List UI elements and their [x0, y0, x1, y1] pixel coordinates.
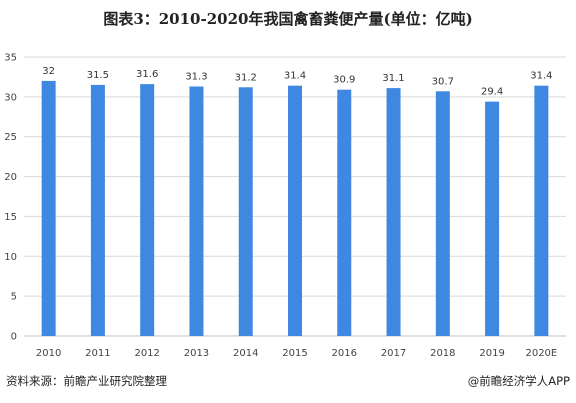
data-label: 31.3	[185, 71, 207, 82]
data-label: 31.5	[87, 70, 109, 81]
y-tick-label: 5	[11, 292, 17, 303]
x-tick-label: 2018	[430, 348, 455, 359]
x-tick-label: 2020E	[525, 348, 557, 359]
x-tick-label: 2017	[381, 348, 406, 359]
source-note: 资料来源：前瞻产业研究院整理	[6, 374, 167, 388]
y-tick-label: 0	[11, 332, 17, 343]
y-tick-label: 10	[4, 252, 17, 263]
y-tick-label: 25	[4, 132, 17, 143]
x-tick-label: 2016	[332, 348, 357, 359]
x-tick-label: 2019	[479, 348, 504, 359]
bar	[534, 85, 549, 336]
x-tick-label: 2012	[134, 348, 159, 359]
x-tick-label: 2015	[282, 348, 307, 359]
bar	[140, 84, 155, 336]
chart-title: 图表3：2010-2020年我国禽畜粪便产量(单位：亿吨)	[103, 10, 473, 28]
y-tick-label: 35	[4, 53, 17, 64]
data-label: 32	[42, 66, 55, 77]
bar	[485, 101, 500, 336]
bar	[189, 86, 204, 336]
x-tick-label: 2014	[233, 348, 258, 359]
x-tick-label: 2010	[36, 348, 61, 359]
data-label: 31.1	[382, 73, 404, 84]
data-label: 31.4	[284, 71, 306, 82]
credit-note: @前瞻经济学人APP	[467, 374, 570, 388]
data-label: 31.6	[136, 69, 158, 80]
data-label: 30.7	[432, 76, 454, 87]
y-tick-label: 30	[4, 92, 17, 103]
x-tick-label: 2011	[85, 348, 110, 359]
x-tick-label: 2013	[184, 348, 209, 359]
y-tick-label: 15	[4, 212, 17, 223]
bar	[337, 89, 352, 336]
data-label: 30.9	[333, 75, 355, 86]
data-label: 31.2	[235, 72, 257, 83]
bar	[41, 80, 56, 337]
bar	[238, 87, 253, 336]
bar	[288, 85, 302, 336]
bar	[435, 91, 450, 336]
bar	[386, 88, 401, 337]
data-label: 29.4	[481, 87, 503, 98]
data-label: 31.4	[530, 71, 552, 82]
y-tick-label: 20	[4, 172, 17, 183]
bar	[90, 84, 105, 337]
